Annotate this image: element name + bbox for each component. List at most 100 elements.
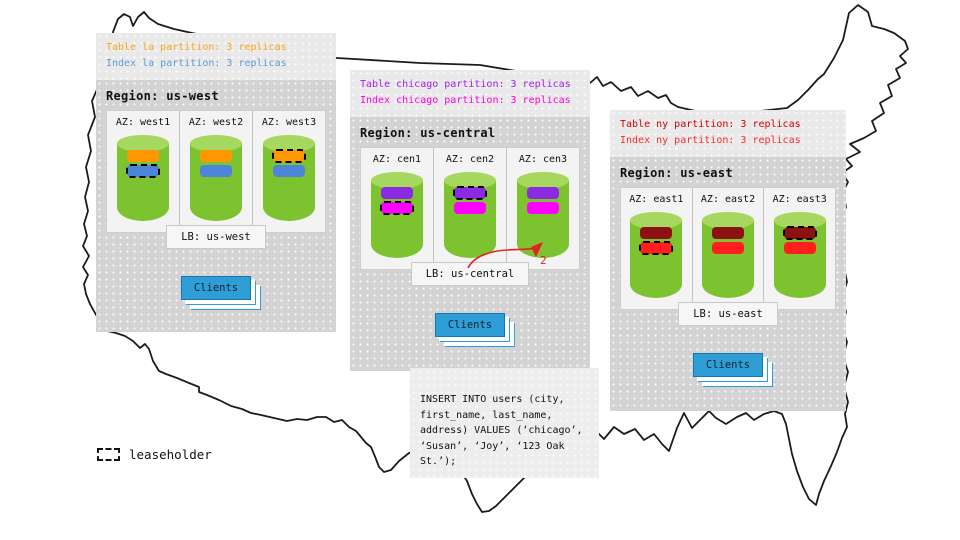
az-row: AZ: cen1 AZ: cen2 AZ: cen3: [360, 147, 580, 270]
az-cell: AZ: east1: [621, 188, 693, 309]
az-label: AZ: cen1: [372, 154, 422, 165]
az-label: AZ: east3: [772, 194, 827, 205]
az-cell: AZ: west3: [253, 111, 325, 232]
database-node-icon: [630, 212, 683, 298]
clients-button: Clients: [434, 313, 506, 337]
az-cell: AZ: west1: [107, 111, 180, 232]
leaseholder-legend: leaseholder: [97, 447, 212, 462]
table-la-replica-leaseholder: [272, 149, 306, 163]
index-chicago-replica: [527, 202, 559, 214]
az-cell: AZ: cen1: [361, 148, 434, 269]
index-la-replica-leaseholder: [126, 164, 160, 178]
az-row: AZ: west1 AZ: west2 AZ: west3: [106, 110, 326, 233]
index-la-replica: [273, 165, 305, 177]
cylinder-top: [190, 135, 242, 152]
sql-text: INSERT INTO users (city, first_name, las…: [420, 394, 583, 468]
az-cell: AZ: east2: [693, 188, 765, 309]
az-cell: AZ: cen3: [507, 148, 579, 269]
partition-notes: Table ny partition: 3 replicas Index ny p…: [610, 110, 846, 157]
region-box: Region: us-west AZ: west1 AZ: west2 AZ: we…: [96, 80, 336, 332]
az-cell: AZ: cen2: [434, 148, 507, 269]
region-title: Region: us-central: [360, 126, 496, 140]
replica-bars: [453, 186, 487, 217]
az-label: AZ: west1: [115, 117, 171, 128]
index-chicago-replica: [454, 202, 486, 214]
cylinder-top: [371, 172, 423, 189]
cylinder-top: [630, 212, 683, 229]
az-cell: AZ: west2: [180, 111, 253, 232]
clients-label: Clients: [447, 319, 493, 331]
replica-bars: [380, 187, 414, 217]
replica-bars: [527, 187, 559, 217]
region-us-east: Table ny partition: 3 replicas Index ny p…: [610, 110, 846, 411]
partition-note-line: Index chicago partition: 3 replicas: [360, 95, 571, 106]
database-node-icon: [444, 172, 496, 258]
replica-bars: [126, 150, 160, 180]
database-node-icon: [702, 212, 754, 298]
region-box: Region: us-east AZ: east1 AZ: east2 AZ: ea…: [610, 157, 846, 411]
replica-bars: [200, 150, 232, 180]
table-ny-replica-leaseholder: [782, 226, 817, 240]
replica-bars: [782, 226, 817, 257]
table-chicago-replica: [381, 187, 413, 199]
az-cell: AZ: east3: [764, 188, 835, 309]
table-la-replica: [127, 150, 159, 162]
az-label: AZ: cen2: [445, 154, 495, 165]
partition-note-line: Index ny partition: 3 replicas: [620, 135, 801, 146]
table-chicago-replica-leaseholder: [453, 186, 487, 200]
load-balancer: LB: us-west: [166, 225, 266, 249]
database-node-icon: [117, 135, 169, 221]
cylinder-top: [117, 135, 169, 152]
database-node-icon: [190, 135, 242, 221]
sql-statement-box: INSERT INTO users (city, first_name, las…: [410, 368, 599, 479]
load-balancer-label: LB: us-west: [181, 231, 251, 243]
clients-label: Clients: [705, 359, 751, 371]
region-title: Region: us-west: [106, 89, 219, 103]
az-label: AZ: west2: [188, 117, 244, 128]
index-la-replica: [200, 165, 232, 177]
load-balancer-label: LB: us-central: [425, 268, 515, 280]
database-node-icon: [263, 135, 315, 221]
az-label: AZ: west3: [261, 117, 317, 128]
partition-notes: Table chicago partition: 3 replicas Index…: [350, 70, 590, 117]
load-balancer-label: LB: us-east: [693, 308, 763, 320]
leaseholder-label: leaseholder: [129, 447, 212, 462]
index-ny-replica-leaseholder: [639, 241, 674, 255]
region-box: Region: us-central AZ: cen1 AZ: cen2 AZ: c…: [350, 117, 590, 371]
index-chicago-replica-leaseholder: [380, 201, 414, 215]
replica-bars: [639, 227, 674, 257]
partition-note-line: Index la partition: 3 replicas: [106, 58, 287, 69]
partition-note-line: Table la partition: 3 replicas: [106, 42, 287, 53]
table-la-replica: [200, 150, 232, 162]
region-us-west: Table la partition: 3 replicas Index la p…: [96, 33, 336, 332]
cylinder-top: [517, 172, 569, 189]
partition-notes: Table la partition: 3 replicas Index la p…: [96, 33, 336, 80]
load-balancer: LB: us-central: [410, 262, 530, 286]
az-label: AZ: east1: [629, 194, 684, 205]
replica-bars: [272, 149, 306, 180]
az-label: AZ: east2: [700, 194, 756, 205]
leaseholder-swatch-icon: [97, 448, 120, 461]
replica-bars: [712, 227, 744, 257]
index-ny-replica: [712, 242, 744, 254]
cylinder-top: [263, 135, 315, 152]
clients-button: Clients: [692, 353, 764, 377]
table-chicago-replica: [527, 187, 559, 199]
table-ny-replica: [640, 227, 673, 239]
clients-button: Clients: [180, 276, 252, 300]
clients-label: Clients: [193, 282, 239, 294]
partition-note-line: Table chicago partition: 3 replicas: [360, 79, 571, 90]
index-ny-replica: [783, 242, 816, 254]
table-ny-replica: [712, 227, 744, 239]
cylinder-top: [444, 172, 496, 189]
az-row: AZ: east1 AZ: east2 AZ: east3: [620, 187, 836, 310]
az-label: AZ: cen3: [518, 154, 568, 165]
cylinder-top: [702, 212, 754, 229]
region-title: Region: us-east: [620, 166, 733, 180]
cylinder-top: [773, 212, 826, 229]
database-node-icon: [371, 172, 423, 258]
database-node-icon: [517, 172, 569, 258]
region-us-central: Table chicago partition: 3 replicas Index…: [350, 70, 590, 371]
